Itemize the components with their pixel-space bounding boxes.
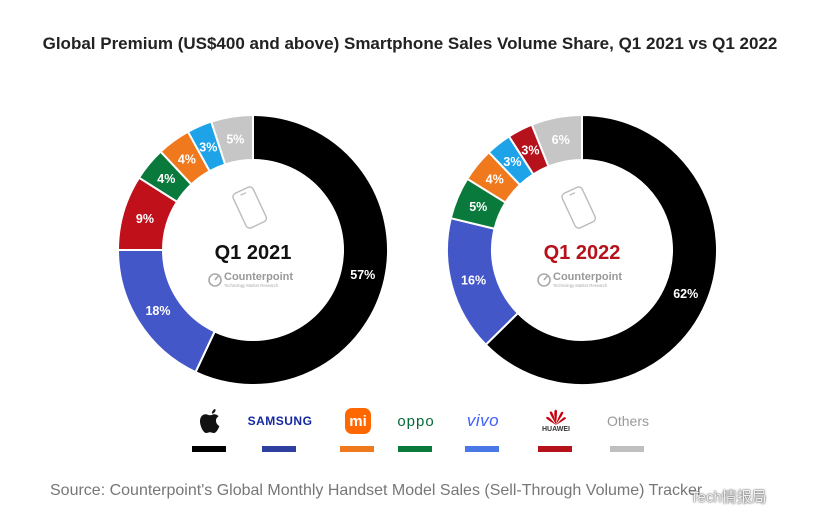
legend-item-samsung: SAMSUNG <box>240 405 320 455</box>
donut-chart-1: 57%18%9%4%4%3%5%Q1 2021CounterpointTechn… <box>116 113 389 386</box>
huawei-logo-icon: HUAWEI <box>542 409 570 433</box>
slice-label-xiaomi: 4% <box>178 152 196 166</box>
center-label: Q1 2022 <box>544 242 621 264</box>
slice-label-apple: 57% <box>350 268 375 282</box>
slice-label-vivo: 3% <box>503 155 521 169</box>
legend-item-xiaomi: mi <box>318 405 398 455</box>
legend-swatch-oppo <box>398 446 432 452</box>
huawei-petals-icon <box>546 409 566 425</box>
source-note: Source: Counterpoint's Global Monthly Ha… <box>50 482 703 499</box>
legend-swatch-vivo <box>465 446 499 452</box>
legend-item-others: Others <box>588 405 668 455</box>
slice-apple <box>484 113 718 386</box>
legend-item-apple <box>170 405 250 455</box>
legend-swatch-others <box>610 446 644 452</box>
watermark: Tech情报局 <box>690 489 767 506</box>
oppo-logo: oppo <box>397 412 435 430</box>
slice-label-oppo: 5% <box>469 200 487 214</box>
slice-label-oppo: 4% <box>157 172 175 186</box>
legend-item-oppo: oppo <box>376 405 456 455</box>
brand-name: Counterpoint <box>224 271 293 283</box>
slice-apple <box>194 113 389 386</box>
apple-logo-icon <box>200 409 220 433</box>
legend-item-vivo: vivo <box>443 405 523 455</box>
slice-label-samsung: 16% <box>461 273 486 287</box>
brand-tagline: Technology Market Research <box>553 283 608 288</box>
legend-swatch-xiaomi <box>340 446 374 452</box>
center-label: Q1 2021 <box>215 242 292 264</box>
phone-outline-icon <box>561 186 597 229</box>
slice-label-vivo: 3% <box>199 140 217 154</box>
donut-chart-2: 62% 16% 5% 4% 3%3% 6% Q1 2022 CounterpointTechn… <box>446 113 718 386</box>
xiaomi-logo-icon: mi <box>345 408 371 434</box>
legend-swatch-apple <box>192 446 226 452</box>
slice-label-huawei: 9% <box>136 212 154 226</box>
slice-label-samsung: 18% <box>145 304 170 318</box>
slice-label-xiaomi: 4% <box>486 173 504 187</box>
slice-others <box>530 113 583 168</box>
slice-label-others: 5% <box>226 132 244 146</box>
legend-swatch-samsung <box>262 446 296 452</box>
others-label: Others <box>606 413 649 429</box>
chart-title: Global Premium (US$400 and above) Smartp… <box>42 34 778 53</box>
slice-others <box>210 113 254 166</box>
brand-tagline: Technology Market Research <box>224 283 279 288</box>
slice-label-apple: 62% <box>673 287 698 301</box>
brand-name: Counterpoint <box>553 271 622 283</box>
vivo-logo: vivo <box>466 411 500 430</box>
legend-item-huawei: HUAWEI <box>516 405 596 455</box>
slice-label-others: 6% <box>552 133 570 147</box>
samsung-logo: SAMSUNG <box>247 414 313 428</box>
legend-swatch-huawei <box>538 446 572 452</box>
phone-outline-icon <box>232 186 268 229</box>
slice-label-huawei: 3% <box>521 144 539 158</box>
